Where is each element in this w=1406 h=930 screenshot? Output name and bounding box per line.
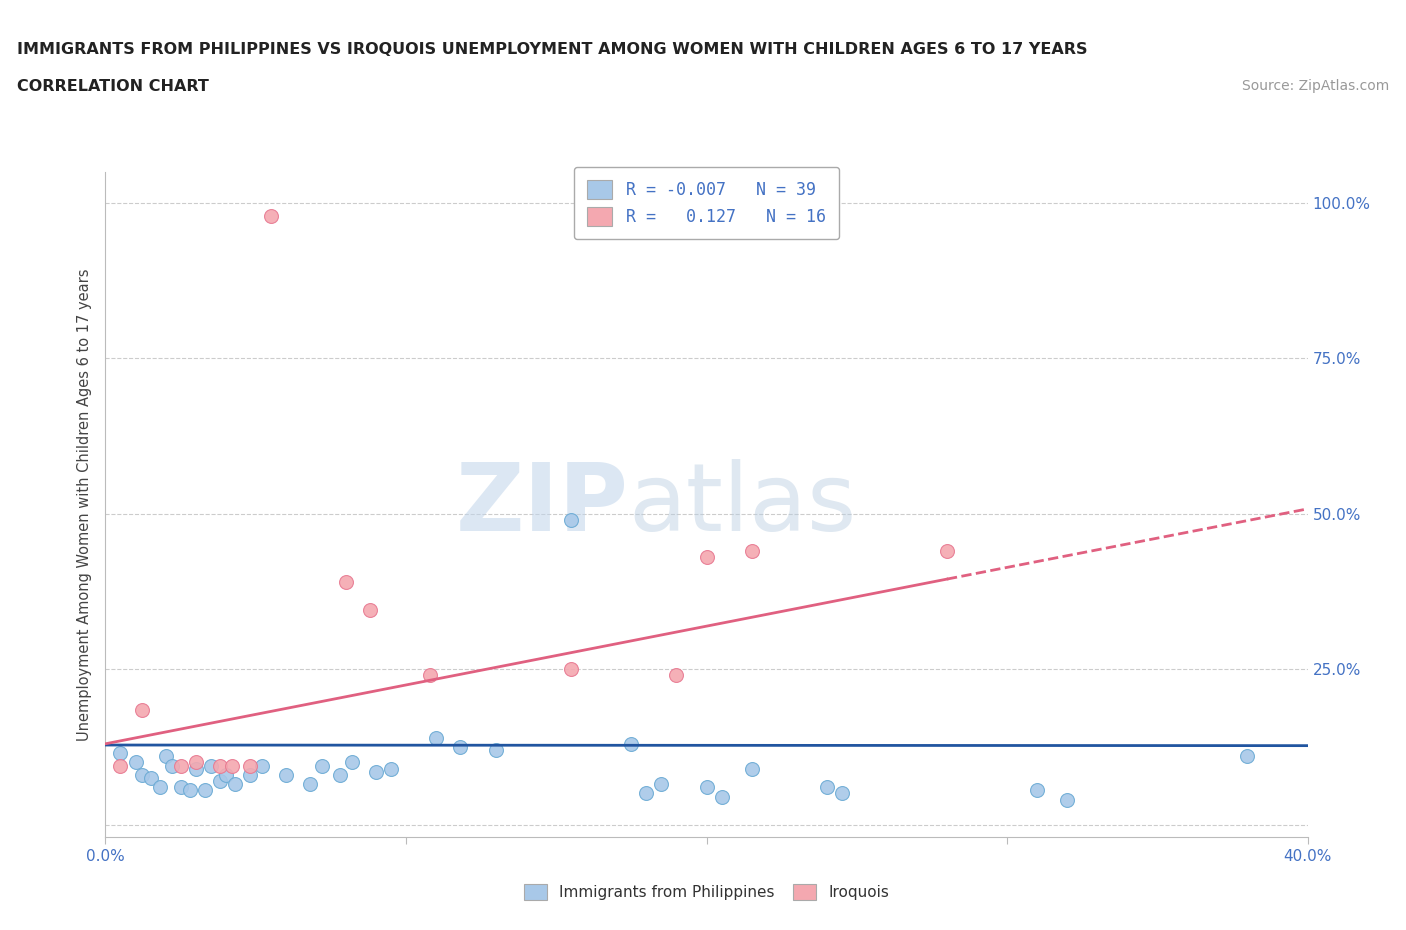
Point: [110, 746, 132, 761]
Legend: Immigrants from Philippines, Iroquois: Immigrants from Philippines, Iroquois: [515, 875, 898, 910]
Point: [274, 767, 297, 782]
Text: atlas: atlas: [628, 458, 856, 551]
Point: [425, 730, 447, 745]
Point: [485, 742, 508, 757]
Point: [419, 668, 441, 683]
Point: [148, 780, 170, 795]
Point: [131, 767, 153, 782]
Point: [200, 758, 222, 773]
Point: [184, 761, 207, 776]
Point: [449, 739, 471, 754]
Point: [221, 758, 243, 773]
Point: [260, 208, 283, 223]
Point: [364, 764, 387, 779]
Point: [139, 771, 162, 786]
Point: [815, 780, 838, 795]
Point: [665, 668, 688, 683]
Point: [155, 749, 177, 764]
Point: [194, 783, 217, 798]
Point: [936, 544, 959, 559]
Point: [696, 550, 718, 565]
Point: [160, 758, 183, 773]
Point: [208, 758, 231, 773]
Point: [214, 767, 236, 782]
Point: [329, 767, 352, 782]
Point: [831, 786, 853, 801]
Point: [250, 758, 273, 773]
Point: [650, 777, 672, 791]
Point: [710, 790, 733, 804]
Point: [1236, 749, 1258, 764]
Point: [184, 755, 207, 770]
Point: [696, 780, 718, 795]
Point: [179, 783, 201, 798]
Point: [620, 737, 643, 751]
Point: [298, 777, 321, 791]
Point: [335, 575, 357, 590]
Text: IMMIGRANTS FROM PHILIPPINES VS IROQUOIS UNEMPLOYMENT AMONG WOMEN WITH CHILDREN A: IMMIGRANTS FROM PHILIPPINES VS IROQUOIS …: [17, 42, 1087, 57]
Y-axis label: Unemployment Among Women with Children Ages 6 to 17 years: Unemployment Among Women with Children A…: [77, 268, 93, 741]
Point: [560, 512, 582, 527]
Point: [359, 603, 381, 618]
Point: [208, 774, 231, 789]
Point: [741, 544, 763, 559]
Point: [239, 767, 262, 782]
Point: [636, 786, 658, 801]
Point: [110, 758, 132, 773]
Point: [560, 662, 582, 677]
Point: [239, 758, 262, 773]
Point: [311, 758, 333, 773]
Point: [131, 702, 153, 717]
Point: [169, 780, 191, 795]
Point: [169, 758, 191, 773]
Point: [1056, 792, 1078, 807]
Point: [124, 755, 146, 770]
Text: ZIP: ZIP: [456, 458, 628, 551]
Text: CORRELATION CHART: CORRELATION CHART: [17, 79, 208, 94]
Point: [340, 755, 363, 770]
Point: [741, 761, 763, 776]
Point: [1026, 783, 1049, 798]
Text: Source: ZipAtlas.com: Source: ZipAtlas.com: [1241, 79, 1389, 93]
Point: [224, 777, 246, 791]
Point: [380, 761, 402, 776]
